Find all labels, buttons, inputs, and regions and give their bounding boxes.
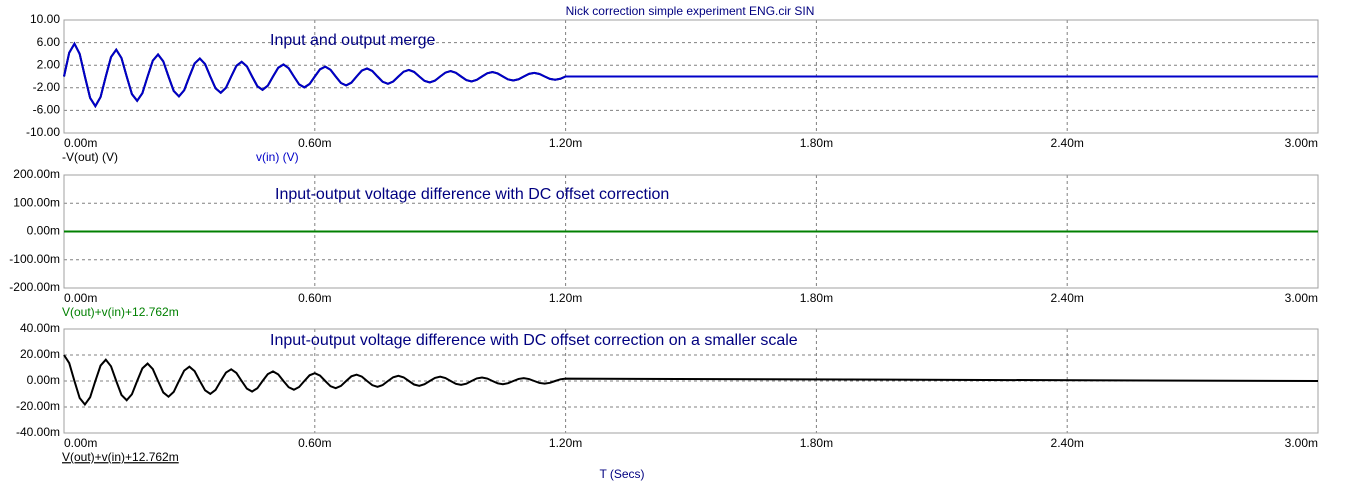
legend-entry: v(in) (V) [256,150,299,164]
x-tick-label: 2.40m [1051,136,1084,150]
y-tick-label: -10.00 [26,125,60,139]
legend-entry: V(out)+v(in)+12.762m [62,450,179,464]
x-tick-label: 0.00m [64,436,97,450]
y-tick-label: 40.00m [20,321,60,335]
x-tick-label: 0.60m [298,436,331,450]
x-axis-label: T (Secs) [599,467,644,481]
y-tick-label: -200.00m [9,280,60,294]
legend-entry: V(out)+v(in)+12.762m [62,305,179,319]
x-tick-label: 3.00m [1285,291,1318,305]
y-tick-label: 10.00 [30,12,60,26]
y-tick-label: 200.00m [13,167,60,181]
x-tick-label: 1.80m [800,436,833,450]
x-tick-label: 0.60m [298,291,331,305]
y-tick-label: -20.00m [16,399,60,413]
x-tick-label: 0.60m [298,136,331,150]
y-tick-label: -100.00m [9,252,60,266]
y-tick-label: 2.00 [37,57,61,71]
y-tick-label: 100.00m [13,195,60,209]
annotation: Input and output merge [270,32,436,49]
legend-entry: -V(out) (V) [62,150,118,164]
x-tick-label: 1.20m [549,136,582,150]
x-tick-label: 1.80m [800,291,833,305]
x-tick-label: 1.20m [549,436,582,450]
y-tick-label: -40.00m [16,425,60,439]
y-tick-label: 0.00m [27,224,60,238]
series-line [63,41,1318,109]
y-tick-label: -6.00 [33,103,61,117]
x-tick-label: 2.40m [1051,436,1084,450]
x-tick-label: 0.00m [64,291,97,305]
annotation: Input-output voltage difference with DC … [275,186,669,203]
y-tick-label: 20.00m [20,347,60,361]
chart-title: Nick correction simple experiment ENG.ci… [566,4,815,18]
series-line [63,354,1319,407]
x-tick-label: 1.20m [549,291,582,305]
x-tick-label: 2.40m [1051,291,1084,305]
x-tick-label: 3.00m [1285,436,1318,450]
x-tick-label: 1.80m [800,136,833,150]
y-tick-label: 6.00 [37,35,61,49]
y-tick-label: -2.00 [33,80,61,94]
y-tick-label: 0.00m [27,373,60,387]
x-tick-label: 0.00m [64,136,97,150]
annotation: Input-output voltage difference with DC … [270,332,798,349]
x-tick-label: 3.00m [1285,136,1318,150]
